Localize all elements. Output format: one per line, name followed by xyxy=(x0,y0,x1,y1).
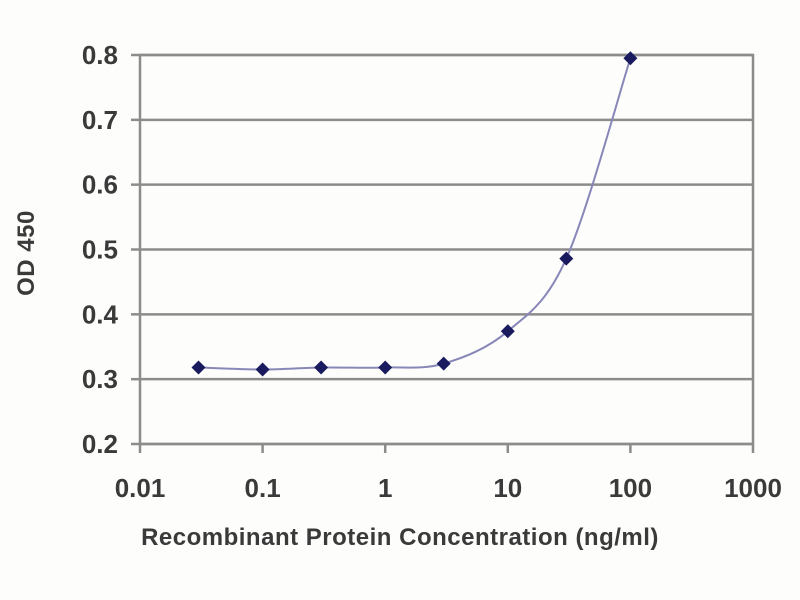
series-line xyxy=(198,57,632,371)
y-tick-label: 0.4 xyxy=(82,299,119,329)
x-tick-label: 1 xyxy=(378,473,392,503)
y-tick-label: 0.6 xyxy=(82,170,118,200)
y-tick-label: 0.2 xyxy=(82,429,118,459)
data-point-marker xyxy=(436,356,451,371)
data-point-marker xyxy=(623,51,638,66)
data-point-marker xyxy=(559,251,574,266)
data-point-marker xyxy=(500,324,515,339)
data-point-marker xyxy=(255,362,270,377)
x-axis-title: Recombinant Protein Concentration (ng/ml… xyxy=(141,524,659,551)
x-tick-label: 100 xyxy=(609,473,652,503)
data-point-marker xyxy=(314,360,329,375)
y-tick-label: 0.5 xyxy=(82,235,118,265)
data-point-marker xyxy=(191,360,206,375)
y-tick-label: 0.8 xyxy=(82,40,118,70)
y-axis-title: OD 450 xyxy=(13,210,40,296)
x-tick-label: 0.01 xyxy=(115,473,166,503)
data-point-marker xyxy=(378,360,393,375)
x-tick-label: 10 xyxy=(493,473,522,503)
x-tick-label: 0.1 xyxy=(245,473,281,503)
x-tick-label: 1000 xyxy=(724,473,782,503)
y-tick-label: 0.3 xyxy=(82,364,118,394)
y-tick-label: 0.7 xyxy=(82,105,118,135)
